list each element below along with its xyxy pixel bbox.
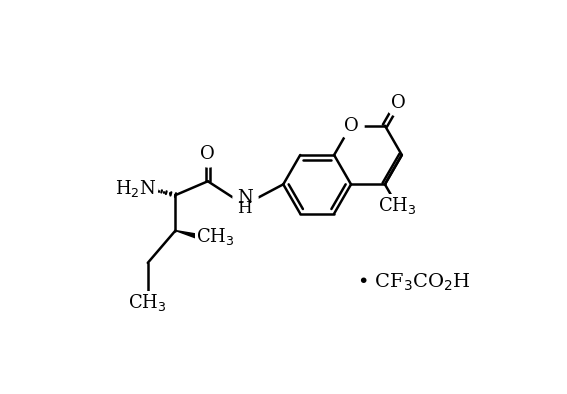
Text: • CF$_3$CO$_2$H: • CF$_3$CO$_2$H: [357, 271, 471, 293]
Text: O: O: [391, 94, 405, 112]
Text: H$_2$N: H$_2$N: [115, 178, 156, 199]
Text: H: H: [238, 200, 252, 217]
Text: N: N: [237, 189, 253, 207]
Text: CH$_3$: CH$_3$: [196, 226, 235, 247]
Text: CH$_3$: CH$_3$: [129, 292, 167, 313]
Text: O: O: [201, 145, 215, 163]
Text: O: O: [344, 117, 358, 135]
Text: CH$_3$: CH$_3$: [378, 195, 417, 216]
Polygon shape: [175, 230, 198, 239]
